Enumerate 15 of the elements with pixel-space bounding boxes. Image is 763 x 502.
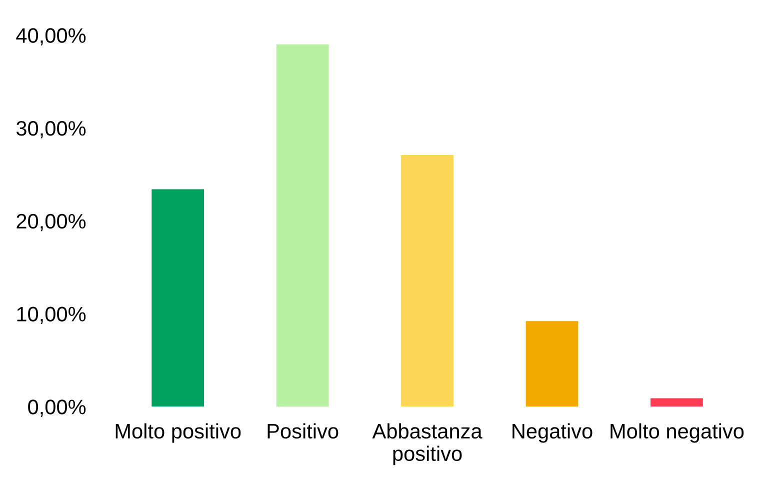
x-tick-label: Molto negativo — [610, 423, 744, 443]
bar — [526, 321, 578, 407]
bar — [152, 189, 204, 407]
y-tick-label: 30,00% — [16, 121, 86, 138]
x-tick-label: Abbastanza positivo — [372, 423, 482, 466]
bar — [276, 44, 329, 407]
x-tick-label: Positivo — [268, 423, 338, 439]
y-tick-label: 10,00% — [17, 306, 86, 324]
bar — [650, 398, 703, 407]
x-tick-label: Molto positivo — [116, 423, 241, 443]
y-tick-label: 40,00% — [16, 28, 86, 46]
x-tick-label: Negativo — [512, 423, 592, 443]
y-tick-label: 20,00% — [16, 214, 86, 232]
bar — [401, 154, 454, 407]
y-tick-label: 0,00% — [28, 400, 86, 417]
